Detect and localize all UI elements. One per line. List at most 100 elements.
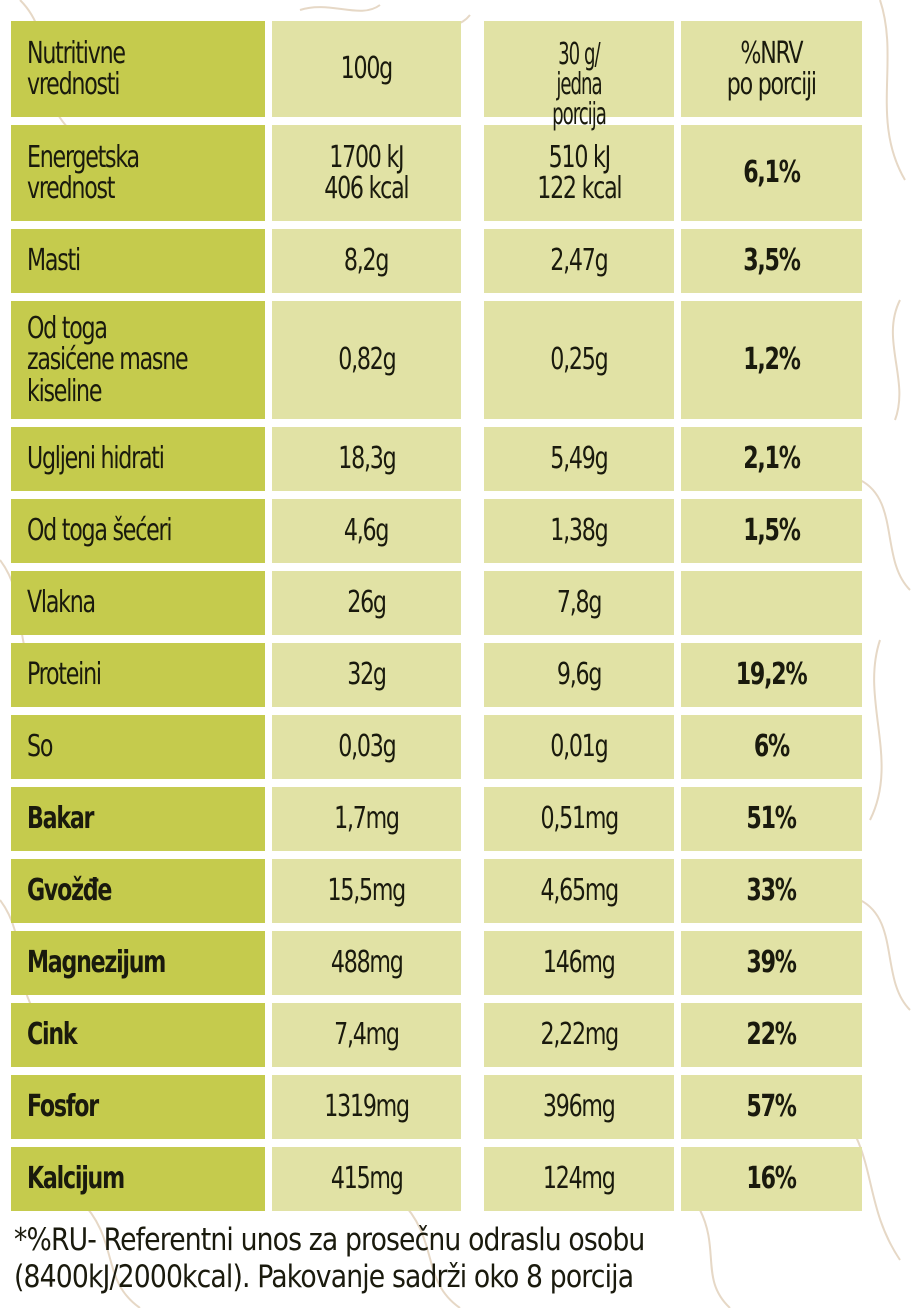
value-per-100g: 0,03g: [337, 729, 396, 765]
value-per-serving: 5,49g: [550, 441, 608, 477]
value-per-serving: 0,25g: [550, 342, 608, 378]
value-per-serving-cell: 0,25g: [484, 301, 674, 419]
value-per-100g-cell: 1319mg: [272, 1075, 461, 1139]
nrv-percent: 16%: [746, 1161, 798, 1197]
value-per-100g-cell: 488mg: [272, 931, 461, 995]
value-per-serving: 2,22mg: [540, 1017, 619, 1053]
nutrient-name-cell: Od toga zasićene masne kiseline: [11, 301, 265, 419]
value-per-100g: 32g: [347, 657, 387, 693]
nutrient-name-cell: Vlakna: [11, 571, 265, 635]
nrv-percent: 57%: [746, 1089, 798, 1125]
nutrient-name-cell: Proteini: [11, 643, 265, 707]
nutrient-name-cell: Magnezijum: [11, 931, 265, 995]
nutrient-name-cell: Kalcijum: [11, 1147, 265, 1211]
nutrient-name: Kalcijum: [27, 1161, 125, 1197]
value-per-serving: 0,01g: [550, 729, 608, 765]
nrv-percent-cell: 1,5%: [681, 499, 862, 563]
nutrient-name-cell: Fosfor: [11, 1075, 265, 1139]
value-per-serving-cell: 146mg: [484, 931, 674, 995]
value-per-serving-cell: 510 kJ 122 kcal: [484, 125, 674, 221]
nrv-percent-cell: [681, 571, 862, 635]
value-per-serving-cell: 396mg: [484, 1075, 674, 1139]
value-per-100g-cell: 0,03g: [272, 715, 461, 779]
value-per-serving: 0,51mg: [540, 801, 619, 837]
value-per-serving: 146mg: [543, 945, 616, 981]
value-per-serving-cell: 0,01g: [484, 715, 674, 779]
value-per-serving-cell: 9,6g: [484, 643, 674, 707]
nrv-percent-cell: 51%: [681, 787, 862, 851]
nrv-percent-cell: 33%: [681, 859, 862, 923]
value-per-serving: 124mg: [543, 1161, 616, 1197]
value-per-100g: 8,2g: [344, 243, 390, 279]
nrv-percent: 1,5%: [743, 513, 801, 549]
nrv-percent-cell: 1,2%: [681, 301, 862, 419]
value-per-100g-cell: 15,5mg: [272, 859, 461, 923]
header-label: Nutritivne vrednosti: [27, 35, 126, 102]
value-per-serving-cell: 4,65mg: [484, 859, 674, 923]
nrv-percent: 2,1%: [743, 441, 801, 477]
nutrient-name: Magnezijum: [27, 945, 166, 981]
nrv-percent-cell: 6,1%: [681, 125, 862, 221]
value-per-serving-cell: 5,49g: [484, 427, 674, 491]
value-per-100g-cell: 18,3g: [272, 427, 461, 491]
header-nrv: %NRV po porciji: [726, 35, 817, 102]
nutrient-name-cell: Gvožđe: [11, 859, 265, 923]
nrv-percent-cell: 22%: [681, 1003, 862, 1067]
value-per-100g-cell: 8,2g: [272, 229, 461, 293]
nrv-percent-cell: 3,5%: [681, 229, 862, 293]
nrv-percent-cell: 2,1%: [681, 427, 862, 491]
value-per-serving-cell: 1,38g: [484, 499, 674, 563]
nutrient-name-cell: Energetska vrednost: [11, 125, 265, 221]
nrv-percent: 19,2%: [736, 657, 808, 693]
nutrient-name: Vlakna: [27, 585, 96, 621]
nrv-percent-cell: 39%: [681, 931, 862, 995]
nrv-percent: 33%: [746, 873, 798, 909]
value-per-serving: 1,38g: [550, 513, 608, 549]
value-per-serving-cell: 0,51mg: [484, 787, 674, 851]
value-per-serving: 9,6g: [556, 657, 603, 693]
value-per-100g: 1,7mg: [334, 801, 400, 837]
footnote: *%RU- Referentni unos za prosečnu odrasl…: [14, 1222, 747, 1296]
value-per-100g-cell: 1,7mg: [272, 787, 461, 851]
nrv-percent: 39%: [746, 945, 798, 981]
value-per-serving: 510 kJ 122 kcal: [536, 139, 622, 206]
nrv-percent-cell: 16%: [681, 1147, 862, 1211]
value-per-serving: 396mg: [543, 1089, 616, 1125]
value-per-100g-cell: 415mg: [272, 1147, 461, 1211]
value-per-100g: 415mg: [330, 1161, 404, 1197]
value-per-serving-cell: 124mg: [484, 1147, 674, 1211]
nrv-percent: 22%: [746, 1017, 798, 1053]
value-per-100g: 15,5mg: [327, 873, 407, 909]
header-serving-unit: jedna porcija: [552, 67, 607, 133]
header-label-cell: Nutritivne vrednosti: [11, 21, 265, 117]
nutrient-name-cell: Ugljeni hidrati: [11, 427, 265, 491]
value-per-100g: 7,4mg: [334, 1017, 400, 1053]
value-per-100g: 1700 kJ 406 kcal: [324, 139, 409, 206]
nutrient-name: Energetska vrednost: [27, 139, 140, 206]
value-per-serving-cell: 2,47g: [484, 229, 674, 293]
nrv-percent: 6%: [753, 729, 790, 765]
value-per-100g-cell: 4,6g: [272, 499, 461, 563]
nrv-percent: 3,5%: [743, 243, 801, 279]
value-per-100g-cell: 32g: [272, 643, 461, 707]
value-per-100g-cell: 1700 kJ 406 kcal: [272, 125, 461, 221]
value-per-100g-cell: 0,82g: [272, 301, 461, 419]
nutrient-name: Od toga zasićene masne kiseline: [27, 310, 189, 409]
footnote-line-1: *%RU- Referentni unos za prosečnu odrasl…: [14, 1222, 645, 1258]
value-per-100g: 1319mg: [324, 1089, 410, 1125]
value-per-serving: 7,8g: [556, 585, 603, 621]
value-per-100g-cell: 26g: [272, 571, 461, 635]
nutrient-name: Od toga šećeri: [27, 513, 173, 549]
value-per-100g: 26g: [347, 585, 387, 621]
nutrient-name-cell: Masti: [11, 229, 265, 293]
nrv-percent-cell: 6%: [681, 715, 862, 779]
nrv-percent: 1,2%: [743, 342, 801, 378]
header-nrv-cell: %NRV po porciji: [681, 21, 862, 117]
nutrient-name: Gvožđe: [27, 873, 112, 909]
nutrient-name-cell: So: [11, 715, 265, 779]
nutrition-table: Nutritivne vrednosti 100g 30 g/ jedna po…: [11, 21, 862, 1211]
header-100g: 100g: [340, 51, 394, 87]
nutrient-name: Cink: [27, 1017, 78, 1053]
value-per-100g: 4,6g: [344, 513, 390, 549]
